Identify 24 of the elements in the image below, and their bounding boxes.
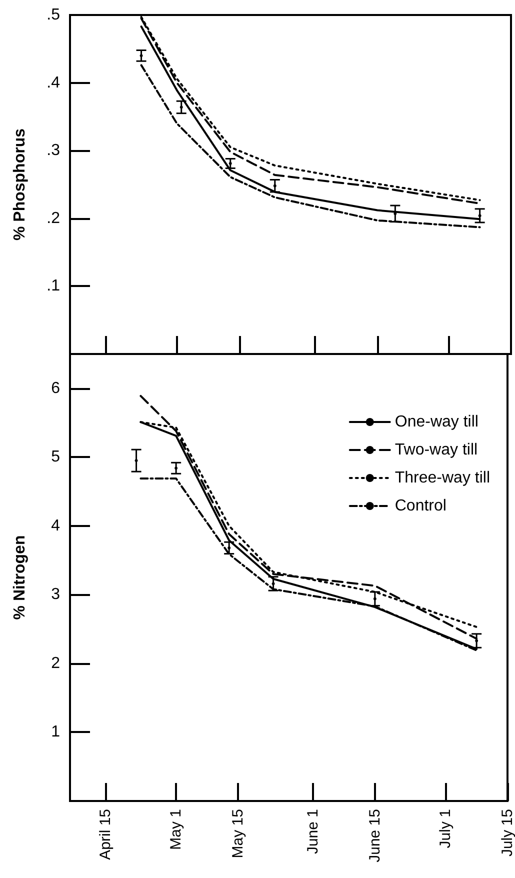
- x-tick-label: June 15: [366, 809, 384, 862]
- y-tick-label: 4: [51, 517, 60, 534]
- y-axis-title: % Nitrogen: [12, 535, 28, 620]
- y-tick-label: 1: [51, 724, 60, 741]
- y-tick-label: .1: [46, 278, 60, 295]
- x-tick-label: July 15: [499, 809, 515, 857]
- legend-label: One-way till: [394, 414, 478, 430]
- y-tick-label: 3: [51, 586, 60, 604]
- y-tick-label: .2: [46, 210, 60, 227]
- y-tick-label: .5: [46, 6, 60, 24]
- x-tick-label: June 1: [304, 809, 322, 854]
- y-tick-label: 6: [51, 380, 60, 397]
- legend-label: Control: [394, 498, 446, 514]
- y-tick-label: 2: [51, 654, 60, 672]
- x-tick-label: July 1: [437, 809, 454, 848]
- x-tick-label: May 15: [229, 809, 246, 858]
- x-tick-label: May 1: [168, 809, 185, 850]
- y-axis-title: % Phosphorus: [12, 128, 28, 241]
- legend-label: Two-way till: [394, 442, 478, 458]
- y-tick-label: 5: [51, 448, 60, 466]
- y-tick-label: .3: [46, 142, 60, 160]
- legend-label: Three-way till: [394, 470, 490, 486]
- y-tick-label: .4: [46, 74, 60, 92]
- x-tick-label: April 15: [96, 809, 114, 860]
